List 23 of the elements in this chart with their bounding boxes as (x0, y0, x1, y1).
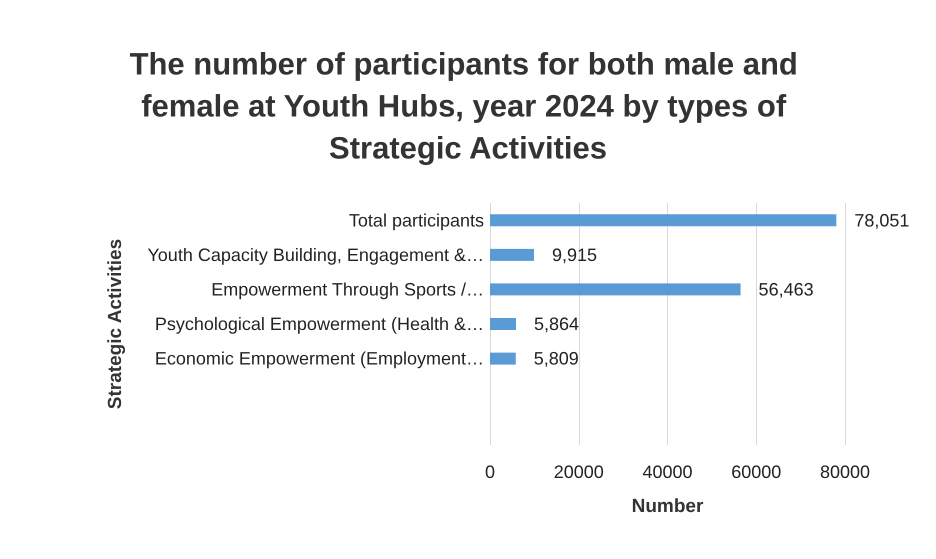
data-label: 9,915 (552, 244, 598, 265)
y-tick-label: Total participants (348, 210, 484, 230)
x-tick-label: 20000 (554, 462, 604, 482)
chart-title: The number of participants for both male and female at Youth Hubs, year 2024 by types of Strategic Activities (130, 46, 806, 166)
x-tick-label: 40000 (642, 462, 693, 482)
y-tick-label: Economic Empowerment (Employment… (154, 348, 484, 369)
x-tick-label: 80000 (820, 462, 870, 482)
y-tick-label: Empowerment Through Sports /… (211, 279, 484, 300)
bar (490, 352, 516, 365)
x-axis-title: Number (632, 496, 704, 517)
bar (490, 283, 741, 296)
x-tick-label: 0 (484, 462, 496, 482)
data-label: 56,463 (758, 279, 814, 300)
bar (490, 248, 534, 261)
y-tick-label: Youth Capacity Building, Engagement &… (147, 244, 484, 265)
y-tick-label: Psychological Empowerment (Health &… (154, 314, 484, 334)
y-axis-title: Strategic Activities (105, 238, 126, 410)
bar (490, 318, 516, 330)
data-label: 5,809 (534, 348, 579, 369)
bar (490, 214, 836, 226)
data-label: 5,864 (534, 314, 580, 334)
data-label: 78,051 (854, 210, 910, 230)
x-tick-label: 60000 (731, 462, 782, 482)
